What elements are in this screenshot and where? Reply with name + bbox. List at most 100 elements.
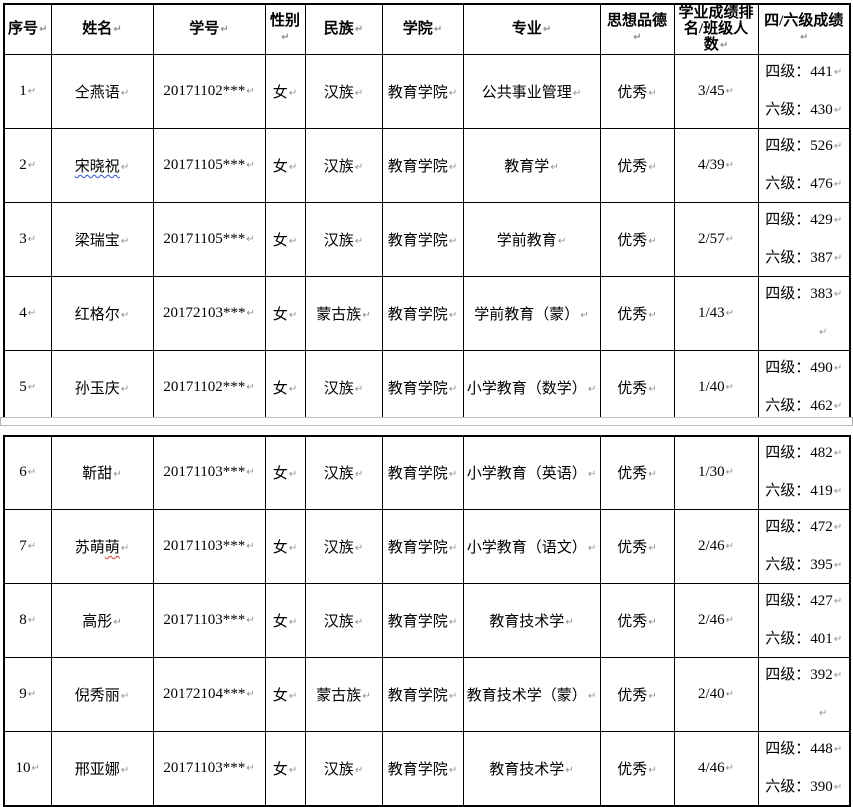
col-header-rank[interactable]: 学业成绩排名/班级人数↵: [673, 3, 759, 55]
cell-college[interactable]: 教育学院↵: [381, 509, 464, 584]
cell-gender[interactable]: 女↵: [264, 731, 306, 806]
cell-moral[interactable]: 优秀↵: [599, 731, 675, 806]
cell-moral[interactable]: 优秀↵: [599, 435, 675, 510]
cell-index[interactable]: 2↵: [3, 128, 52, 203]
col-header-student-id[interactable]: 学号↵: [152, 3, 266, 55]
cell-moral[interactable]: 优秀↵: [599, 509, 675, 584]
cell-major[interactable]: 教育技术学↵: [462, 583, 601, 658]
cell-moral[interactable]: 优秀↵: [599, 276, 675, 351]
cell-ethnicity[interactable]: 汉族↵: [304, 54, 383, 129]
cell-name[interactable]: 苏萌萌↵: [50, 509, 154, 584]
cell-college[interactable]: 教育学院↵: [381, 583, 464, 658]
cell-ethnicity[interactable]: 蒙古族↵: [304, 657, 383, 732]
cell-college[interactable]: 教育学院↵: [381, 202, 464, 277]
cell-student-id[interactable]: 20171105***↵: [152, 202, 266, 277]
cell-gender[interactable]: 女↵: [264, 435, 306, 510]
cell-rank[interactable]: 4/39↵: [673, 128, 759, 203]
cell-gender[interactable]: 女↵: [264, 583, 306, 658]
cell-gender[interactable]: 女↵: [264, 657, 306, 732]
cell-gender[interactable]: 女↵: [264, 54, 306, 129]
cell-ethnicity[interactable]: 汉族↵: [304, 583, 383, 658]
cell-rank[interactable]: 2/57↵: [673, 202, 759, 277]
cell-student-id[interactable]: 20171102***↵: [152, 54, 266, 129]
cell-cet-scores[interactable]: 四级：472↵ 六级：395↵ ↵: [757, 509, 851, 584]
cell-ethnicity[interactable]: 汉族↵: [304, 435, 383, 510]
cell-rank[interactable]: 4/46↵: [673, 731, 759, 806]
cell-moral[interactable]: 优秀↵: [599, 202, 675, 277]
cell-moral[interactable]: 优秀↵: [599, 583, 675, 658]
col-header-cet[interactable]: 四/六级成绩 ↵: [757, 3, 851, 55]
cell-moral[interactable]: 优秀↵: [599, 657, 675, 732]
cell-student-id[interactable]: 20172103***↵: [152, 276, 266, 351]
cell-index[interactable]: 4↵: [3, 276, 52, 351]
cell-major[interactable]: 教育技术学↵: [462, 731, 601, 806]
cell-student-id[interactable]: 20171103***↵: [152, 509, 266, 584]
col-header-gender[interactable]: 性别 ↵: [264, 3, 306, 55]
cell-rank[interactable]: 2/40↵: [673, 657, 759, 732]
cell-moral[interactable]: 优秀↵: [599, 54, 675, 129]
cell-name[interactable]: 红格尔↵: [50, 276, 154, 351]
cell-college[interactable]: 教育学院↵: [381, 276, 464, 351]
cell-cet-scores[interactable]: 四级：383↵ ↵ ↵: [757, 276, 851, 351]
cell-name[interactable]: 仝燕语↵: [50, 54, 154, 129]
cell-gender[interactable]: 女↵: [264, 509, 306, 584]
col-header-moral[interactable]: 思想品德 ↵: [599, 3, 675, 55]
cell-rank[interactable]: 1/43↵: [673, 276, 759, 351]
cell-index[interactable]: 5↵: [3, 350, 52, 425]
cell-major[interactable]: 学前教育↵: [462, 202, 601, 277]
cell-college[interactable]: 教育学院↵: [381, 350, 464, 425]
cell-index[interactable]: 6↵: [3, 435, 52, 510]
cell-name[interactable]: 邢亚娜↵: [50, 731, 154, 806]
cell-index[interactable]: 3↵: [3, 202, 52, 277]
cell-ethnicity[interactable]: 汉族↵: [304, 202, 383, 277]
cell-ethnicity[interactable]: 蒙古族↵: [304, 276, 383, 351]
col-header-name[interactable]: 姓名↵: [50, 3, 154, 55]
cell-rank[interactable]: 2/46↵: [673, 509, 759, 584]
cell-cet-scores[interactable]: 四级：427↵ 六级：401↵ ↵: [757, 583, 851, 658]
cell-name[interactable]: 梁瑞宝↵: [50, 202, 154, 277]
cell-name[interactable]: 倪秀丽↵: [50, 657, 154, 732]
cell-index[interactable]: 10↵: [3, 731, 52, 806]
cell-cet-scores[interactable]: 四级：482↵ 六级：419↵ ↵: [757, 435, 851, 510]
cell-ethnicity[interactable]: 汉族↵: [304, 509, 383, 584]
cell-moral[interactable]: 优秀↵: [599, 128, 675, 203]
cell-cet-scores[interactable]: 四级：392↵ ↵ ↵: [757, 657, 851, 732]
cell-gender[interactable]: 女↵: [264, 276, 306, 351]
cell-ethnicity[interactable]: 汉族↵: [304, 128, 383, 203]
cell-cet-scores[interactable]: 四级：490↵ 六级：462↵ ↵: [757, 350, 851, 425]
cell-major[interactable]: 学前教育（蒙）↵: [462, 276, 601, 351]
cell-major[interactable]: 小学教育（数学）↵: [462, 350, 601, 425]
cell-ethnicity[interactable]: 汉族↵: [304, 731, 383, 806]
cell-major[interactable]: 教育学↵: [462, 128, 601, 203]
cell-student-id[interactable]: 20172104***↵: [152, 657, 266, 732]
cell-student-id[interactable]: 20171105***↵: [152, 128, 266, 203]
cell-name[interactable]: 孙玉庆↵: [50, 350, 154, 425]
cell-student-id[interactable]: 20171103***↵: [152, 583, 266, 658]
cell-gender[interactable]: 女↵: [264, 128, 306, 203]
cell-college[interactable]: 教育学院↵: [381, 128, 464, 203]
cell-cet-scores[interactable]: 四级：441↵ 六级：430↵ ↵: [757, 54, 851, 129]
cell-student-id[interactable]: 20171103***↵: [152, 435, 266, 510]
cell-cet-scores[interactable]: 四级：526↵ 六级：476↵ ↵: [757, 128, 851, 203]
cell-major[interactable]: 小学教育（英语）↵: [462, 435, 601, 510]
cell-index[interactable]: 8↵: [3, 583, 52, 658]
cell-college[interactable]: 教育学院↵: [381, 54, 464, 129]
cell-college[interactable]: 教育学院↵: [381, 731, 464, 806]
cell-major[interactable]: 小学教育（语文）↵: [462, 509, 601, 584]
cell-gender[interactable]: 女↵: [264, 202, 306, 277]
cell-rank[interactable]: 1/40↵: [673, 350, 759, 425]
col-header-ethnicity[interactable]: 民族↵: [304, 3, 383, 55]
cell-rank[interactable]: 3/45↵: [673, 54, 759, 129]
cell-name[interactable]: 靳甜↵: [50, 435, 154, 510]
cell-college[interactable]: 教育学院↵: [381, 657, 464, 732]
col-header-index[interactable]: 序号↵: [3, 3, 52, 55]
cell-name[interactable]: 宋晓祝↵: [50, 128, 154, 203]
cell-rank[interactable]: 1/30↵: [673, 435, 759, 510]
cell-student-id[interactable]: 20171103***↵: [152, 731, 266, 806]
cell-major[interactable]: 教育技术学（蒙）↵: [462, 657, 601, 732]
cell-student-id[interactable]: 20171102***↵: [152, 350, 266, 425]
cell-index[interactable]: 1↵: [3, 54, 52, 129]
col-header-college[interactable]: 学院↵: [381, 3, 464, 55]
cell-gender[interactable]: 女↵: [264, 350, 306, 425]
cell-cet-scores[interactable]: 四级：448↵ 六级：390↵ ↵: [757, 731, 851, 806]
